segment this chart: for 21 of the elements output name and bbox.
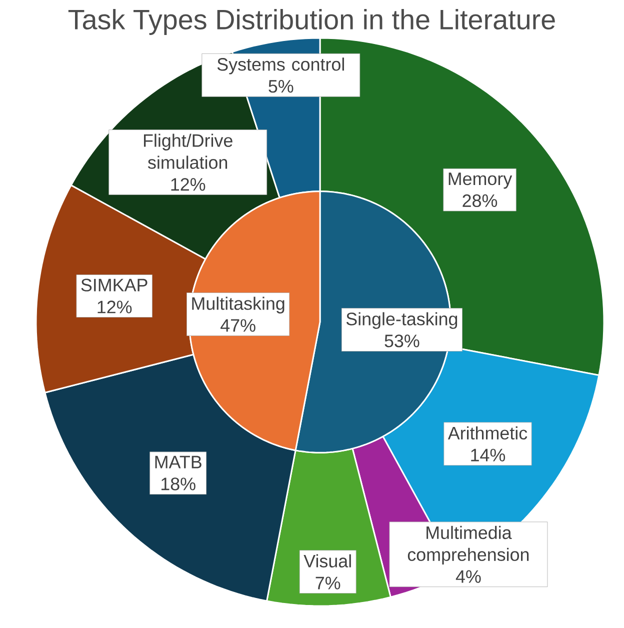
data-label: 14%: [471, 448, 506, 462]
slice-label: SIMKAP: [81, 278, 148, 292]
slice-label: Multimedia comprehension: [408, 526, 529, 565]
data-label: 47%: [220, 319, 256, 332]
slice-label: Memory: [448, 172, 512, 189]
data-label: 12%: [171, 178, 206, 191]
data-label: 18%: [162, 478, 196, 490]
data-label: 4%: [456, 570, 481, 583]
data-label: 12%: [98, 300, 132, 314]
slice-label: Visual: [304, 554, 351, 568]
slice-label: Multitasking: [192, 296, 284, 314]
slice-label: Arithmetic: [448, 426, 528, 440]
slice-label: Systems control: [217, 58, 344, 74]
chart-title: Task Types Distribution in the Literature: [68, 9, 555, 35]
data-label: 7%: [316, 576, 340, 590]
data-label: 5%: [268, 80, 294, 93]
slice-label: Flight/Drive simulation: [144, 134, 232, 169]
slice-label: Single-tasking: [346, 312, 458, 329]
data-label: 28%: [462, 194, 498, 208]
data-label: 53%: [384, 334, 420, 348]
slice-label: MATB: [155, 456, 202, 468]
